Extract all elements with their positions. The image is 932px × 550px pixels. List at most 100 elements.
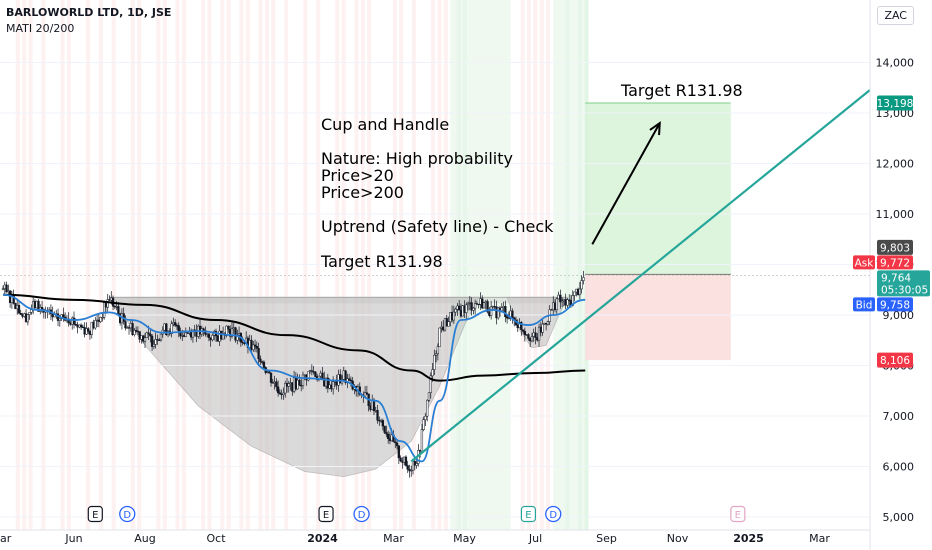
candle-body xyxy=(500,307,503,311)
shaded-band xyxy=(28,0,33,530)
dividend-marker[interactable]: D xyxy=(545,505,562,523)
candle-body xyxy=(466,303,470,306)
close-price-tag-bg xyxy=(877,239,913,255)
candle-body xyxy=(537,326,541,341)
target-arrow xyxy=(591,122,661,245)
candle-body xyxy=(422,419,425,430)
candle-body xyxy=(429,375,432,393)
candle-body xyxy=(30,309,33,313)
shaded-band xyxy=(546,0,551,530)
candle-body xyxy=(287,383,290,387)
y-tick-label: 12,000 xyxy=(876,157,915,170)
price20-annotation: Price>20 xyxy=(321,166,394,185)
candle-body xyxy=(497,307,500,319)
candle-body xyxy=(580,280,583,290)
dividend-icon xyxy=(545,505,562,523)
candle-body xyxy=(349,379,353,382)
candle-body xyxy=(278,392,282,395)
candle-body xyxy=(424,415,427,421)
candle-body xyxy=(566,299,569,306)
candle-body xyxy=(523,331,527,336)
risk-reward-zones xyxy=(0,102,870,361)
candle-body xyxy=(399,457,402,462)
candle-body xyxy=(99,317,102,322)
x-tick-label: Jun xyxy=(64,532,82,545)
y-tick-label: 6,000 xyxy=(883,460,915,473)
ask-tag-text: Ask xyxy=(855,257,875,269)
candle-body xyxy=(482,302,486,309)
candle-body xyxy=(150,335,154,347)
earnings-marker[interactable]: E xyxy=(520,505,537,523)
grid xyxy=(0,61,870,518)
candle-body xyxy=(227,325,230,330)
candle-body xyxy=(546,321,550,325)
x-tick-label: Mar xyxy=(383,532,404,545)
candle-body xyxy=(143,337,147,342)
y-tick-label: 14,000 xyxy=(876,56,915,69)
candle-body xyxy=(376,410,379,421)
shaded-band xyxy=(207,0,212,530)
candle-body xyxy=(255,345,258,349)
shaded-band xyxy=(520,0,525,530)
target-price-tag: 13,198 xyxy=(877,95,913,111)
shaded-band xyxy=(60,0,65,530)
shaded-band xyxy=(175,0,180,530)
dividend-letter: D xyxy=(549,510,557,521)
candle-body xyxy=(560,300,564,303)
candle-body xyxy=(133,330,136,335)
safety-trendline xyxy=(410,86,874,463)
shaded-band xyxy=(443,0,448,530)
candle-body xyxy=(257,348,260,360)
shaded-band xyxy=(264,0,269,530)
candle-body xyxy=(436,346,440,355)
currency-label[interactable]: ZAC xyxy=(877,6,914,25)
shaded-band xyxy=(245,0,250,530)
candle-body xyxy=(268,371,271,374)
candle-body xyxy=(559,294,562,303)
bid-tag-text: Bid xyxy=(856,299,873,311)
candle-body xyxy=(138,331,141,340)
dividend-marker[interactable]: D xyxy=(119,505,136,523)
target-annotation: Target R131.98 xyxy=(321,252,443,271)
stop-zone xyxy=(585,274,731,361)
candle-body xyxy=(207,333,211,338)
candle-body xyxy=(426,399,429,417)
earnings-marker[interactable]: E xyxy=(318,505,334,523)
candle-body xyxy=(159,333,163,341)
bid-tag: Bid xyxy=(853,297,875,312)
candle-body xyxy=(158,339,161,341)
candle-body xyxy=(458,305,461,311)
shaded-band xyxy=(201,0,206,530)
nature-annotation: Nature: High probability xyxy=(321,149,513,168)
price200-annotation: Price>200 xyxy=(321,183,404,202)
earnings-letter: E xyxy=(525,510,531,521)
candle-body xyxy=(230,328,234,337)
signal-band xyxy=(553,0,586,530)
stop-price-tag-bg xyxy=(877,352,913,368)
candle-body xyxy=(385,432,388,435)
shaded-band xyxy=(360,0,365,530)
x-tick-label: 2024 xyxy=(307,532,338,545)
candle-body xyxy=(79,324,83,328)
candle-body xyxy=(507,317,511,320)
candle-body xyxy=(321,372,324,379)
candle-body xyxy=(314,371,317,377)
bid-price-tag-bg xyxy=(877,297,913,312)
candle-body xyxy=(381,420,385,427)
candle-body xyxy=(275,381,278,388)
target-price-tag-bg xyxy=(877,95,913,111)
candle-body xyxy=(470,302,473,311)
candle-body xyxy=(347,378,351,381)
indicator-label[interactable]: MATI 20/200 xyxy=(6,22,75,35)
candle-body xyxy=(202,328,205,331)
earnings-marker[interactable]: E xyxy=(87,505,103,523)
trendline xyxy=(410,86,874,463)
future-earnings-marker[interactable]: E xyxy=(730,505,746,523)
candle-body xyxy=(550,309,553,311)
shaded-band xyxy=(220,0,225,530)
dividend-marker[interactable]: D xyxy=(353,505,370,523)
candle-body xyxy=(147,332,150,335)
candle-body xyxy=(505,316,509,319)
candle-body xyxy=(394,441,397,444)
